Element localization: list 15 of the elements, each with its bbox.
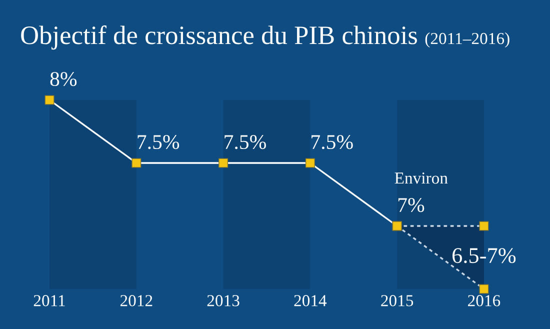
x-tick-label: 2013	[207, 295, 240, 306]
x-tick-label: 2016	[468, 295, 500, 306]
annotation: 6.5-7%	[452, 248, 516, 264]
data-label: 7.5%	[224, 134, 266, 150]
data-label: 7.5%	[138, 134, 180, 150]
data-label: 8%	[50, 72, 77, 86]
annotation: Environ	[394, 172, 448, 184]
x-tick-label: 2015	[381, 295, 414, 306]
x-tick-label: 2014	[294, 295, 327, 306]
x-tick-label: 2011	[34, 295, 65, 306]
chart-subtitle: (2011–2016)	[425, 32, 510, 48]
chart-title: Objectif de croissance du PIB chinois	[21, 25, 417, 50]
data-label: 7%	[398, 198, 424, 212]
x-tick-label: 2012	[120, 295, 152, 306]
data-label: 7.5%	[312, 134, 353, 150]
